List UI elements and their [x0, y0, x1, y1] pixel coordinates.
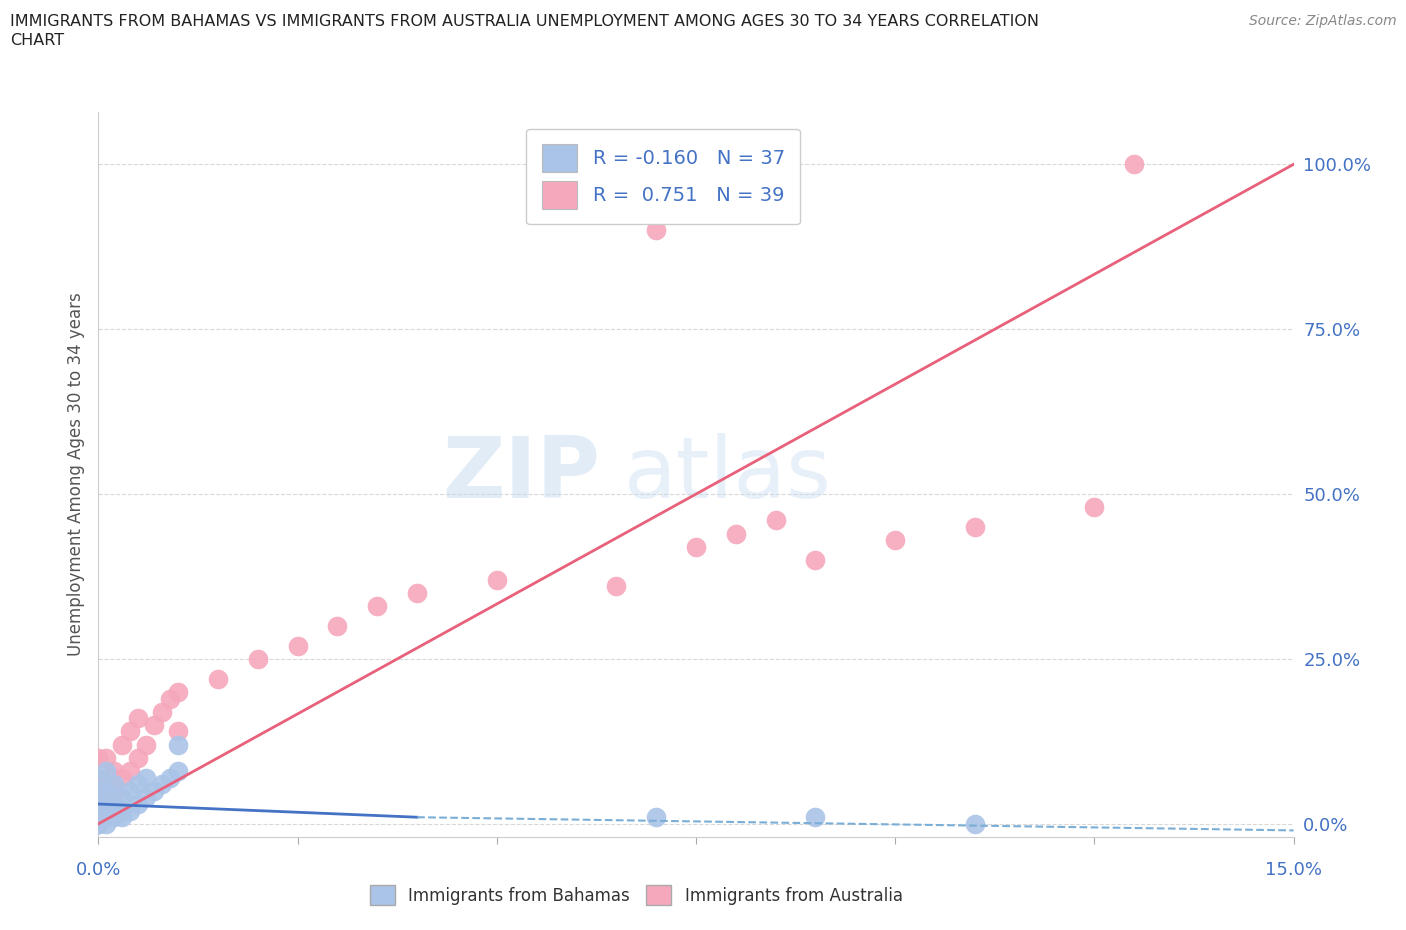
- Point: [167, 724, 190, 739]
- Point: [287, 638, 309, 653]
- Point: [87, 770, 110, 785]
- Point: [87, 797, 110, 812]
- Point: [96, 764, 118, 778]
- Point: [143, 783, 166, 798]
- Point: [765, 513, 787, 528]
- Point: [96, 797, 118, 812]
- Point: [159, 691, 181, 706]
- Point: [96, 783, 118, 798]
- Point: [127, 711, 149, 725]
- Point: [685, 539, 707, 554]
- Text: atlas: atlas: [624, 432, 832, 516]
- Point: [120, 804, 142, 818]
- Point: [87, 783, 110, 798]
- Point: [111, 804, 134, 818]
- Point: [103, 804, 125, 818]
- Point: [111, 737, 134, 752]
- Point: [103, 797, 125, 812]
- Point: [87, 804, 110, 818]
- Point: [135, 737, 157, 752]
- Point: [326, 618, 349, 633]
- Point: [111, 790, 134, 804]
- Point: [246, 652, 269, 667]
- Point: [87, 817, 110, 831]
- Point: [143, 717, 166, 732]
- Point: [87, 804, 110, 818]
- Point: [111, 810, 134, 825]
- Point: [645, 810, 668, 825]
- Y-axis label: Unemployment Among Ages 30 to 34 years: Unemployment Among Ages 30 to 34 years: [66, 292, 84, 657]
- Point: [1083, 499, 1105, 514]
- Point: [103, 777, 125, 791]
- Point: [645, 223, 668, 238]
- Point: [127, 797, 149, 812]
- Point: [87, 817, 110, 831]
- Point: [96, 797, 118, 812]
- Text: 0.0%: 0.0%: [76, 860, 121, 879]
- Point: [96, 810, 118, 825]
- Point: [207, 671, 229, 686]
- Point: [87, 790, 110, 804]
- Point: [87, 810, 110, 825]
- Text: ZIP: ZIP: [443, 432, 600, 516]
- Point: [127, 777, 149, 791]
- Point: [103, 810, 125, 825]
- Point: [87, 751, 110, 765]
- Point: [103, 783, 125, 798]
- Point: [96, 777, 118, 791]
- Point: [87, 817, 110, 831]
- Point: [135, 790, 157, 804]
- Legend: Immigrants from Bahamas, Immigrants from Australia: Immigrants from Bahamas, Immigrants from…: [363, 879, 910, 912]
- Point: [804, 552, 827, 567]
- Point: [111, 770, 134, 785]
- Point: [120, 764, 142, 778]
- Point: [150, 704, 173, 719]
- Point: [366, 599, 388, 614]
- Point: [1123, 157, 1146, 172]
- Point: [963, 817, 986, 831]
- Point: [724, 526, 747, 541]
- Point: [406, 586, 429, 601]
- Point: [159, 770, 181, 785]
- Point: [96, 804, 118, 818]
- Point: [103, 764, 125, 778]
- Point: [87, 810, 110, 825]
- Point: [150, 777, 173, 791]
- Text: CHART: CHART: [10, 33, 63, 47]
- Point: [167, 764, 190, 778]
- Point: [884, 533, 907, 548]
- Point: [87, 777, 110, 791]
- Text: IMMIGRANTS FROM BAHAMAS VS IMMIGRANTS FROM AUSTRALIA UNEMPLOYMENT AMONG AGES 30 : IMMIGRANTS FROM BAHAMAS VS IMMIGRANTS FR…: [10, 14, 1039, 29]
- Text: Source: ZipAtlas.com: Source: ZipAtlas.com: [1249, 14, 1396, 28]
- Text: 15.0%: 15.0%: [1265, 860, 1322, 879]
- Point: [804, 810, 827, 825]
- Point: [96, 817, 118, 831]
- Point: [167, 737, 190, 752]
- Point: [87, 817, 110, 831]
- Point: [96, 751, 118, 765]
- Point: [963, 520, 986, 535]
- Point: [167, 684, 190, 699]
- Point: [120, 724, 142, 739]
- Point: [485, 572, 508, 587]
- Point: [87, 804, 110, 818]
- Point: [605, 579, 627, 594]
- Point: [120, 783, 142, 798]
- Point: [135, 770, 157, 785]
- Point: [127, 751, 149, 765]
